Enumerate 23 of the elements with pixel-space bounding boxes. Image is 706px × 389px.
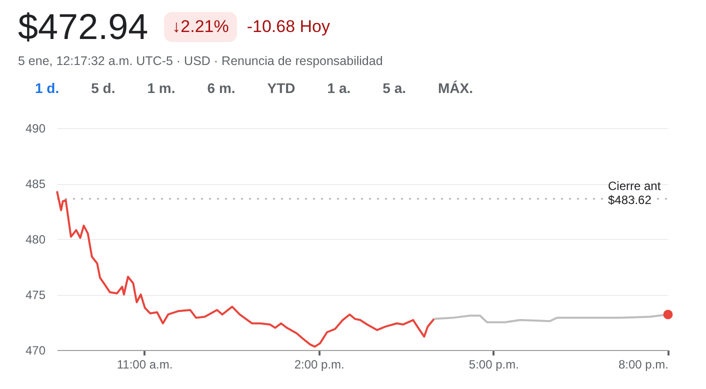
ref-line-label: Cierre ant $483.62 — [608, 178, 662, 207]
y-tick-label: 475 — [25, 288, 46, 302]
x-tick-label: 5:00 p.m. — [468, 358, 519, 372]
x-tick-label: 8:00 p.m. — [618, 358, 668, 372]
text: 1 a. — [327, 80, 351, 98]
line-series — [56, 190, 436, 348]
text: -10.68 Hoy — [246, 17, 330, 37]
y-tick-label: 470 — [25, 344, 46, 358]
text: ↓2.21% — [164, 12, 237, 42]
x-tick-label: 2:00 p.m. — [294, 358, 344, 372]
text: 6 m. — [207, 80, 236, 98]
chart-title: $472.94 — [18, 6, 148, 48]
y-tick-label: 490 — [25, 122, 46, 136]
text: YTD — [267, 80, 296, 98]
text: 1 m. — [147, 80, 176, 98]
text: 5 d. — [91, 80, 116, 98]
y-tick-label: 485 — [25, 177, 46, 191]
x-tick-label: 11:00 a.m. — [116, 358, 173, 372]
text: 5 a. — [382, 80, 406, 98]
text: 1 d. — [35, 80, 60, 103]
text: MÁX. — [438, 80, 473, 98]
chart-subtitle: 5 ene, 12:17:32 a.m. UTC-5 · USD · Renuncia de responsabilidad — [18, 54, 384, 68]
y-tick-label: 480 — [25, 232, 46, 246]
